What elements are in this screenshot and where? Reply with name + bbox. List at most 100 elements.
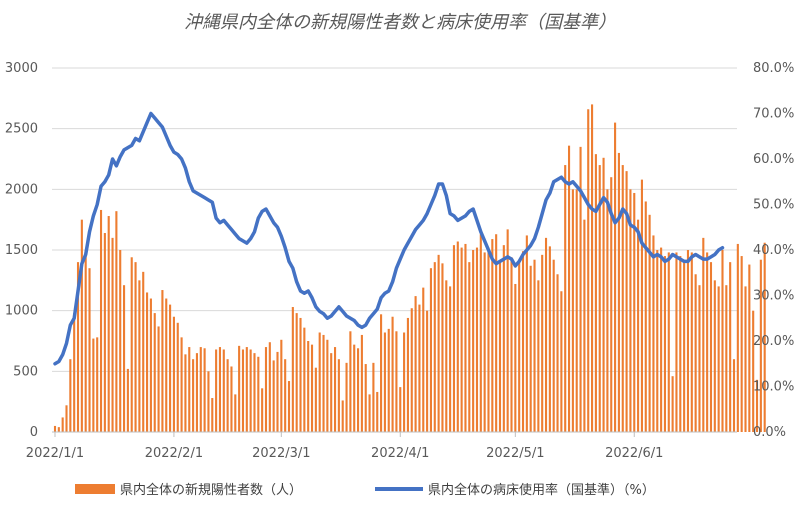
- bar: [364, 364, 367, 432]
- bar: [376, 391, 379, 432]
- bar: [660, 247, 663, 432]
- bar: [725, 285, 728, 432]
- bar: [426, 310, 429, 432]
- bar: [165, 298, 168, 432]
- bar: [606, 189, 609, 432]
- bar: [138, 280, 141, 432]
- legend: 県内全体の新規陽性者数（人） 県内全体の病床使用率（国基準）（%）: [75, 482, 655, 498]
- bar: [683, 259, 686, 432]
- bar: [264, 347, 268, 432]
- bar: [122, 285, 126, 432]
- bar: [207, 371, 210, 432]
- bar: [153, 313, 156, 432]
- bar: [656, 250, 659, 432]
- bar: [544, 237, 548, 432]
- bar: [437, 254, 440, 432]
- bar: [671, 376, 674, 432]
- bar: [333, 347, 337, 432]
- bar: [675, 252, 678, 432]
- bar: [241, 349, 245, 432]
- bar: [360, 334, 363, 432]
- bar: [195, 353, 198, 432]
- bar: [452, 245, 456, 432]
- bar: [567, 145, 571, 433]
- bar: [736, 243, 739, 432]
- bar: [579, 146, 582, 432]
- y-right-tick-label: 0.0%: [753, 425, 786, 440]
- bar: [575, 189, 578, 432]
- bar: [498, 260, 502, 432]
- bar: [96, 337, 99, 432]
- bar: [203, 348, 206, 432]
- bar: [552, 259, 555, 432]
- bar: [61, 417, 64, 432]
- bar: [69, 359, 72, 432]
- bar: [234, 394, 237, 432]
- bar: [617, 152, 620, 432]
- y-right-tick-label: 30.0%: [753, 289, 794, 304]
- bar: [222, 349, 225, 432]
- x-tick-label: 2022/6/1: [605, 446, 663, 461]
- bar: [261, 388, 264, 432]
- bar: [571, 189, 574, 432]
- x-tick-label: 2022/3/1: [252, 446, 310, 461]
- bar: [53, 425, 57, 432]
- bar: [633, 192, 636, 432]
- bar: [717, 286, 720, 432]
- bar: [218, 347, 222, 432]
- bar: [755, 379, 759, 432]
- bar: [548, 246, 551, 432]
- bar: [130, 257, 133, 432]
- bar: [184, 354, 187, 432]
- bar: [65, 405, 68, 432]
- bar: [721, 250, 724, 432]
- bar: [598, 165, 601, 433]
- bar: [652, 235, 655, 432]
- bar: [621, 165, 624, 433]
- line-bed-occupancy: [53, 111, 725, 366]
- bar: [92, 338, 95, 432]
- bar: [280, 339, 283, 432]
- bar: [199, 347, 202, 432]
- y-right-tick-label: 70.0%: [753, 107, 794, 122]
- bar: [318, 332, 321, 432]
- bar: [479, 234, 482, 432]
- bar: [525, 235, 528, 432]
- bar: [211, 398, 214, 432]
- bar: [541, 254, 544, 432]
- bar: [445, 280, 448, 432]
- bar: [307, 341, 310, 432]
- bar: [644, 201, 647, 432]
- bar: [487, 247, 490, 432]
- bar: [514, 283, 517, 432]
- x-tick-label: 2022/2/1: [145, 446, 203, 461]
- bar: [57, 427, 60, 432]
- bar: [625, 171, 628, 432]
- bar: [472, 250, 475, 432]
- y-left-tick-label: 3000: [5, 61, 38, 76]
- bar: [709, 262, 713, 432]
- bar: [763, 242, 766, 432]
- bar: [468, 262, 471, 432]
- bar: [594, 154, 597, 432]
- bar: [349, 331, 352, 432]
- bar: [353, 344, 356, 432]
- bar: [732, 359, 736, 432]
- bar: [253, 353, 256, 432]
- bar: [172, 316, 175, 432]
- bar: [713, 280, 716, 432]
- y-right-tick-label: 20.0%: [753, 334, 794, 349]
- bar: [502, 245, 505, 432]
- bar: [752, 310, 755, 432]
- bar: [475, 247, 479, 432]
- bar: [84, 250, 87, 432]
- bar: [169, 304, 172, 432]
- bar: [759, 259, 762, 432]
- bar: [149, 298, 152, 432]
- y-right-tick-label: 60.0%: [753, 152, 794, 167]
- bar: [310, 344, 314, 432]
- bar: [303, 327, 306, 432]
- bar: [157, 326, 160, 432]
- bar: [740, 256, 743, 432]
- y-left-tick-label: 2500: [5, 122, 38, 137]
